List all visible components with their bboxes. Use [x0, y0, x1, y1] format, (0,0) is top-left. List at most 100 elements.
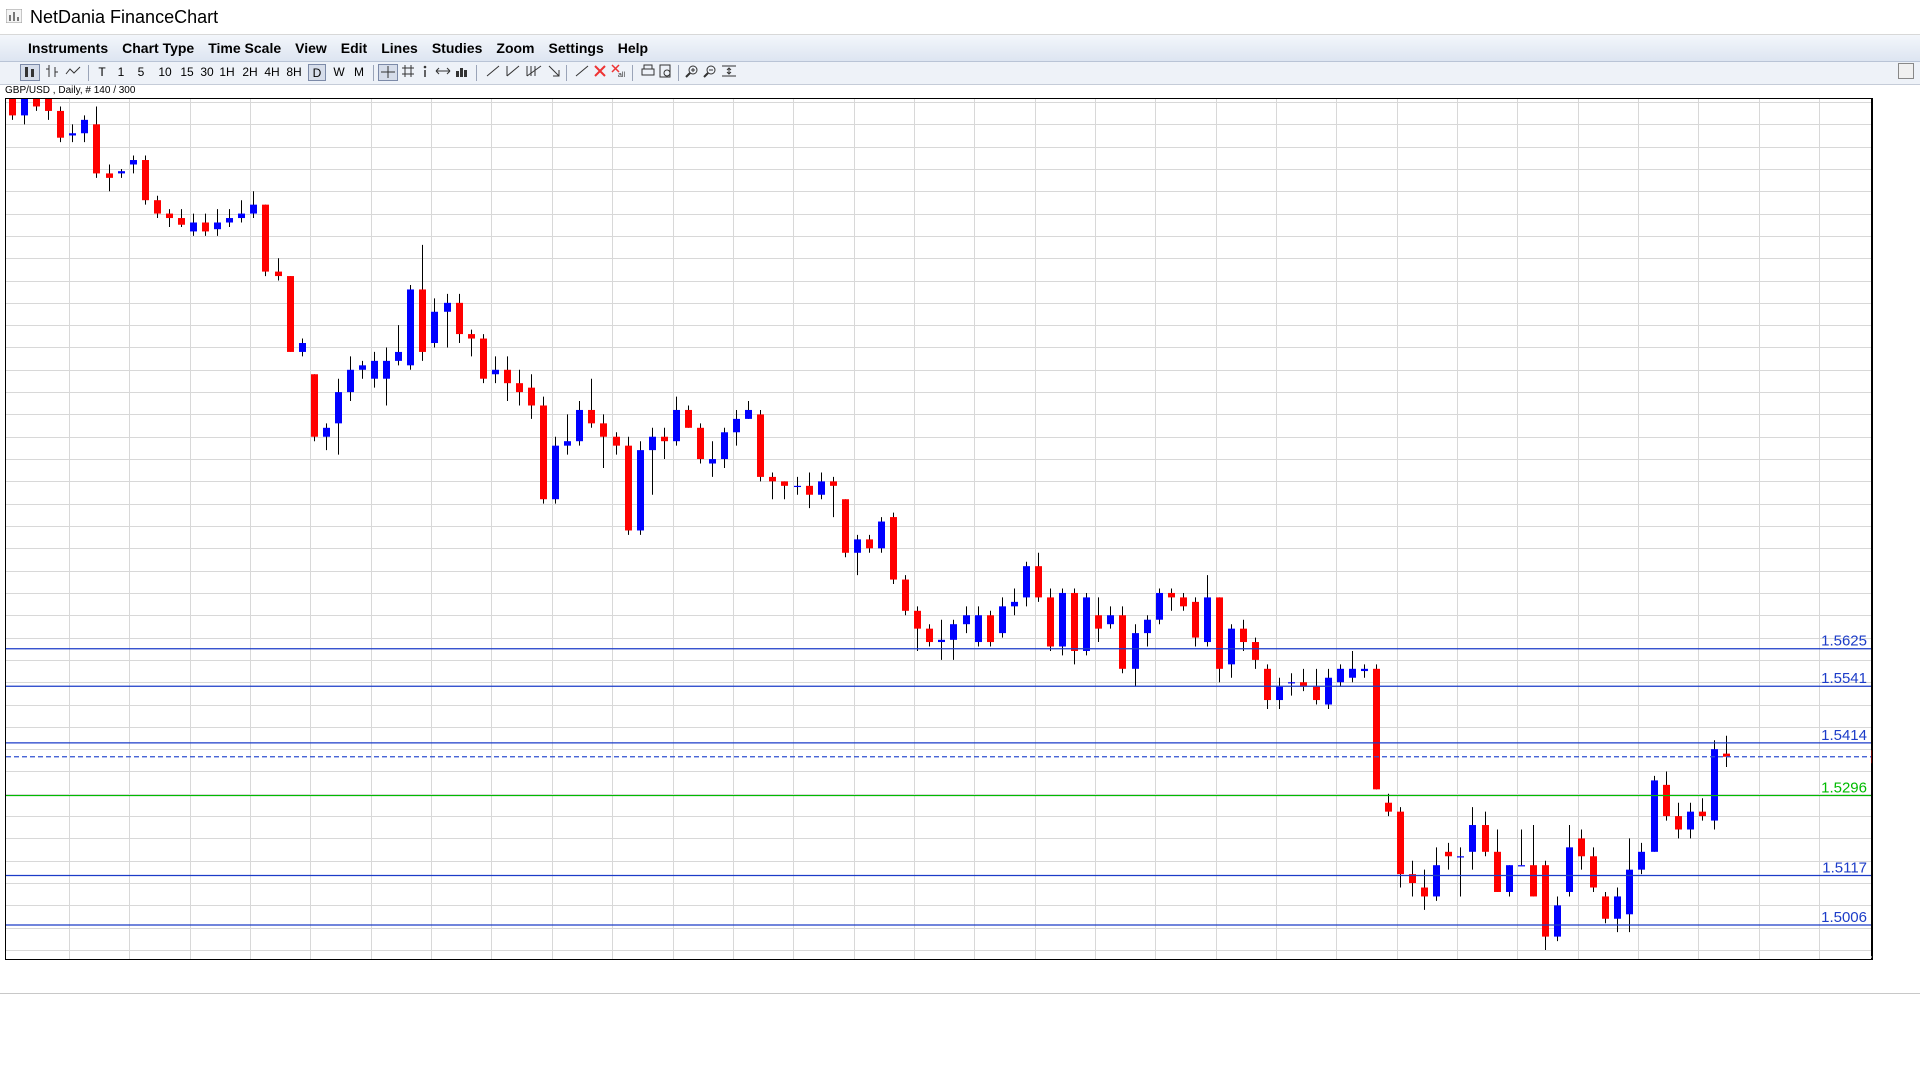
bearish-candle	[806, 485, 813, 495]
bullish-candle	[950, 624, 957, 640]
bearish-candle	[45, 99, 52, 111]
menu-zoom[interactable]: Zoom	[496, 40, 535, 56]
menu-time-scale[interactable]: Time Scale	[208, 40, 282, 56]
timeframe-m[interactable]: M	[354, 65, 364, 79]
crosshair-icon[interactable]	[378, 64, 398, 81]
timeframe-w[interactable]: W	[333, 65, 345, 79]
menu-instruments[interactable]: Instruments	[28, 40, 109, 56]
bullish-candle	[1204, 597, 1211, 643]
bearish-candle	[468, 334, 475, 339]
timeframe-4h[interactable]: 4H	[264, 65, 280, 79]
bullish-candle	[1711, 749, 1718, 821]
chart-area[interactable]: 1.68501.68001.67501.67001.66501.66001.65…	[5, 98, 1873, 960]
delete-icon[interactable]	[592, 64, 608, 81]
zoom-in-icon[interactable]	[684, 64, 700, 81]
fibonacci-icon[interactable]	[524, 64, 544, 81]
bullish-candle	[794, 485, 801, 488]
timeframe-d[interactable]: D	[308, 64, 326, 81]
trendline-icon[interactable]	[484, 64, 502, 81]
timeframe-8h[interactable]: 8H	[286, 65, 302, 79]
bearish-candle	[842, 499, 849, 553]
ray-icon[interactable]	[504, 64, 522, 81]
bullish-candle	[1228, 628, 1235, 665]
timeframe-5[interactable]: 5	[137, 65, 145, 79]
bullish-candle	[81, 119, 88, 134]
print-icon[interactable]	[640, 64, 656, 81]
grid-icon[interactable]	[400, 64, 416, 81]
timeframe-30[interactable]: 30	[200, 65, 214, 79]
bar-chart-icon[interactable]	[44, 64, 60, 81]
bullish-candle	[975, 615, 982, 643]
menu-help[interactable]: Help	[617, 40, 649, 56]
bullish-candle	[1554, 905, 1561, 937]
app-chart-icon	[6, 9, 22, 23]
print-preview-icon[interactable]	[658, 64, 674, 81]
level-label: 1.5006	[1821, 909, 1867, 926]
bullish-candle	[552, 445, 559, 500]
bullish-candle	[1325, 677, 1332, 705]
bullish-candle	[1107, 615, 1114, 625]
timeframe-2h[interactable]: 2H	[242, 65, 258, 79]
bearish-candle	[1590, 856, 1597, 888]
bearish-candle	[166, 213, 173, 219]
bullish-candle	[1457, 856, 1464, 858]
line-chart-icon[interactable]	[64, 64, 82, 81]
level-label: 1.5117	[1822, 859, 1867, 876]
bearish-candle	[1071, 592, 1078, 651]
bullish-candle	[709, 459, 716, 464]
timeframe-10[interactable]: 10	[158, 65, 172, 79]
timeframe-15[interactable]: 15	[180, 65, 194, 79]
bearish-candle	[57, 110, 64, 138]
bullish-candle	[130, 160, 137, 165]
bearish-candle	[504, 369, 511, 384]
bullish-candle	[1288, 682, 1295, 684]
bullish-candle	[395, 351, 402, 361]
bearish-candle	[769, 476, 776, 482]
bullish-candle	[1566, 847, 1573, 892]
menu-view[interactable]: View	[295, 40, 327, 56]
menu-chart-type[interactable]: Chart Type	[122, 40, 195, 56]
bullish-candle	[69, 133, 76, 136]
scroll-arrows-icon[interactable]	[434, 64, 452, 81]
info-icon[interactable]	[418, 64, 432, 81]
bearish-candle	[1180, 597, 1187, 607]
timeframe-1[interactable]: 1	[117, 65, 125, 79]
timeframe-1h[interactable]: 1H	[219, 65, 235, 79]
bearish-candle	[262, 204, 269, 272]
bearish-candle	[866, 539, 873, 549]
zoom-out-icon[interactable]	[702, 64, 718, 81]
bearish-candle	[926, 628, 933, 643]
bearish-candle	[142, 160, 149, 201]
bearish-candle	[685, 409, 692, 428]
bullish-candle	[1132, 633, 1139, 669]
bullish-candle	[878, 521, 885, 549]
candle-chart-icon[interactable]	[20, 64, 40, 81]
bearish-candle	[1035, 566, 1042, 598]
fit-vertical-icon[interactable]	[720, 64, 738, 81]
bearish-candle	[757, 414, 764, 477]
bullish-candle	[21, 99, 28, 116]
candlestick-chart[interactable]: 1.68501.68001.67501.67001.66501.66001.65…	[6, 99, 1872, 959]
bearish-candle	[1385, 802, 1392, 812]
bullish-candle	[938, 639, 945, 643]
bearish-candle	[1240, 628, 1247, 643]
menu-edit[interactable]: Edit	[340, 40, 368, 56]
bullish-candle	[1011, 601, 1018, 607]
title-bar: NetDania FinanceChart	[0, 0, 1920, 35]
arrow-tool-icon[interactable]	[546, 64, 562, 81]
menu-settings[interactable]: Settings	[548, 40, 604, 56]
delete-all-icon[interactable]: all	[610, 64, 628, 81]
volume-icon[interactable]	[454, 64, 470, 81]
bullish-candle	[214, 222, 221, 230]
panel-toggle-icon[interactable]	[1898, 63, 1914, 79]
menu-studies[interactable]: Studies	[431, 40, 483, 56]
toolbar-separator	[678, 65, 679, 81]
draw-line-icon[interactable]	[574, 64, 590, 81]
bullish-candle	[1083, 597, 1090, 651]
svg-text:all: all	[618, 72, 625, 78]
bearish-candle	[613, 436, 620, 446]
timeframe-t[interactable]: T	[98, 65, 106, 79]
bearish-candle	[1530, 865, 1537, 897]
menu-lines[interactable]: Lines	[381, 40, 418, 56]
bullish-candle	[407, 289, 414, 366]
